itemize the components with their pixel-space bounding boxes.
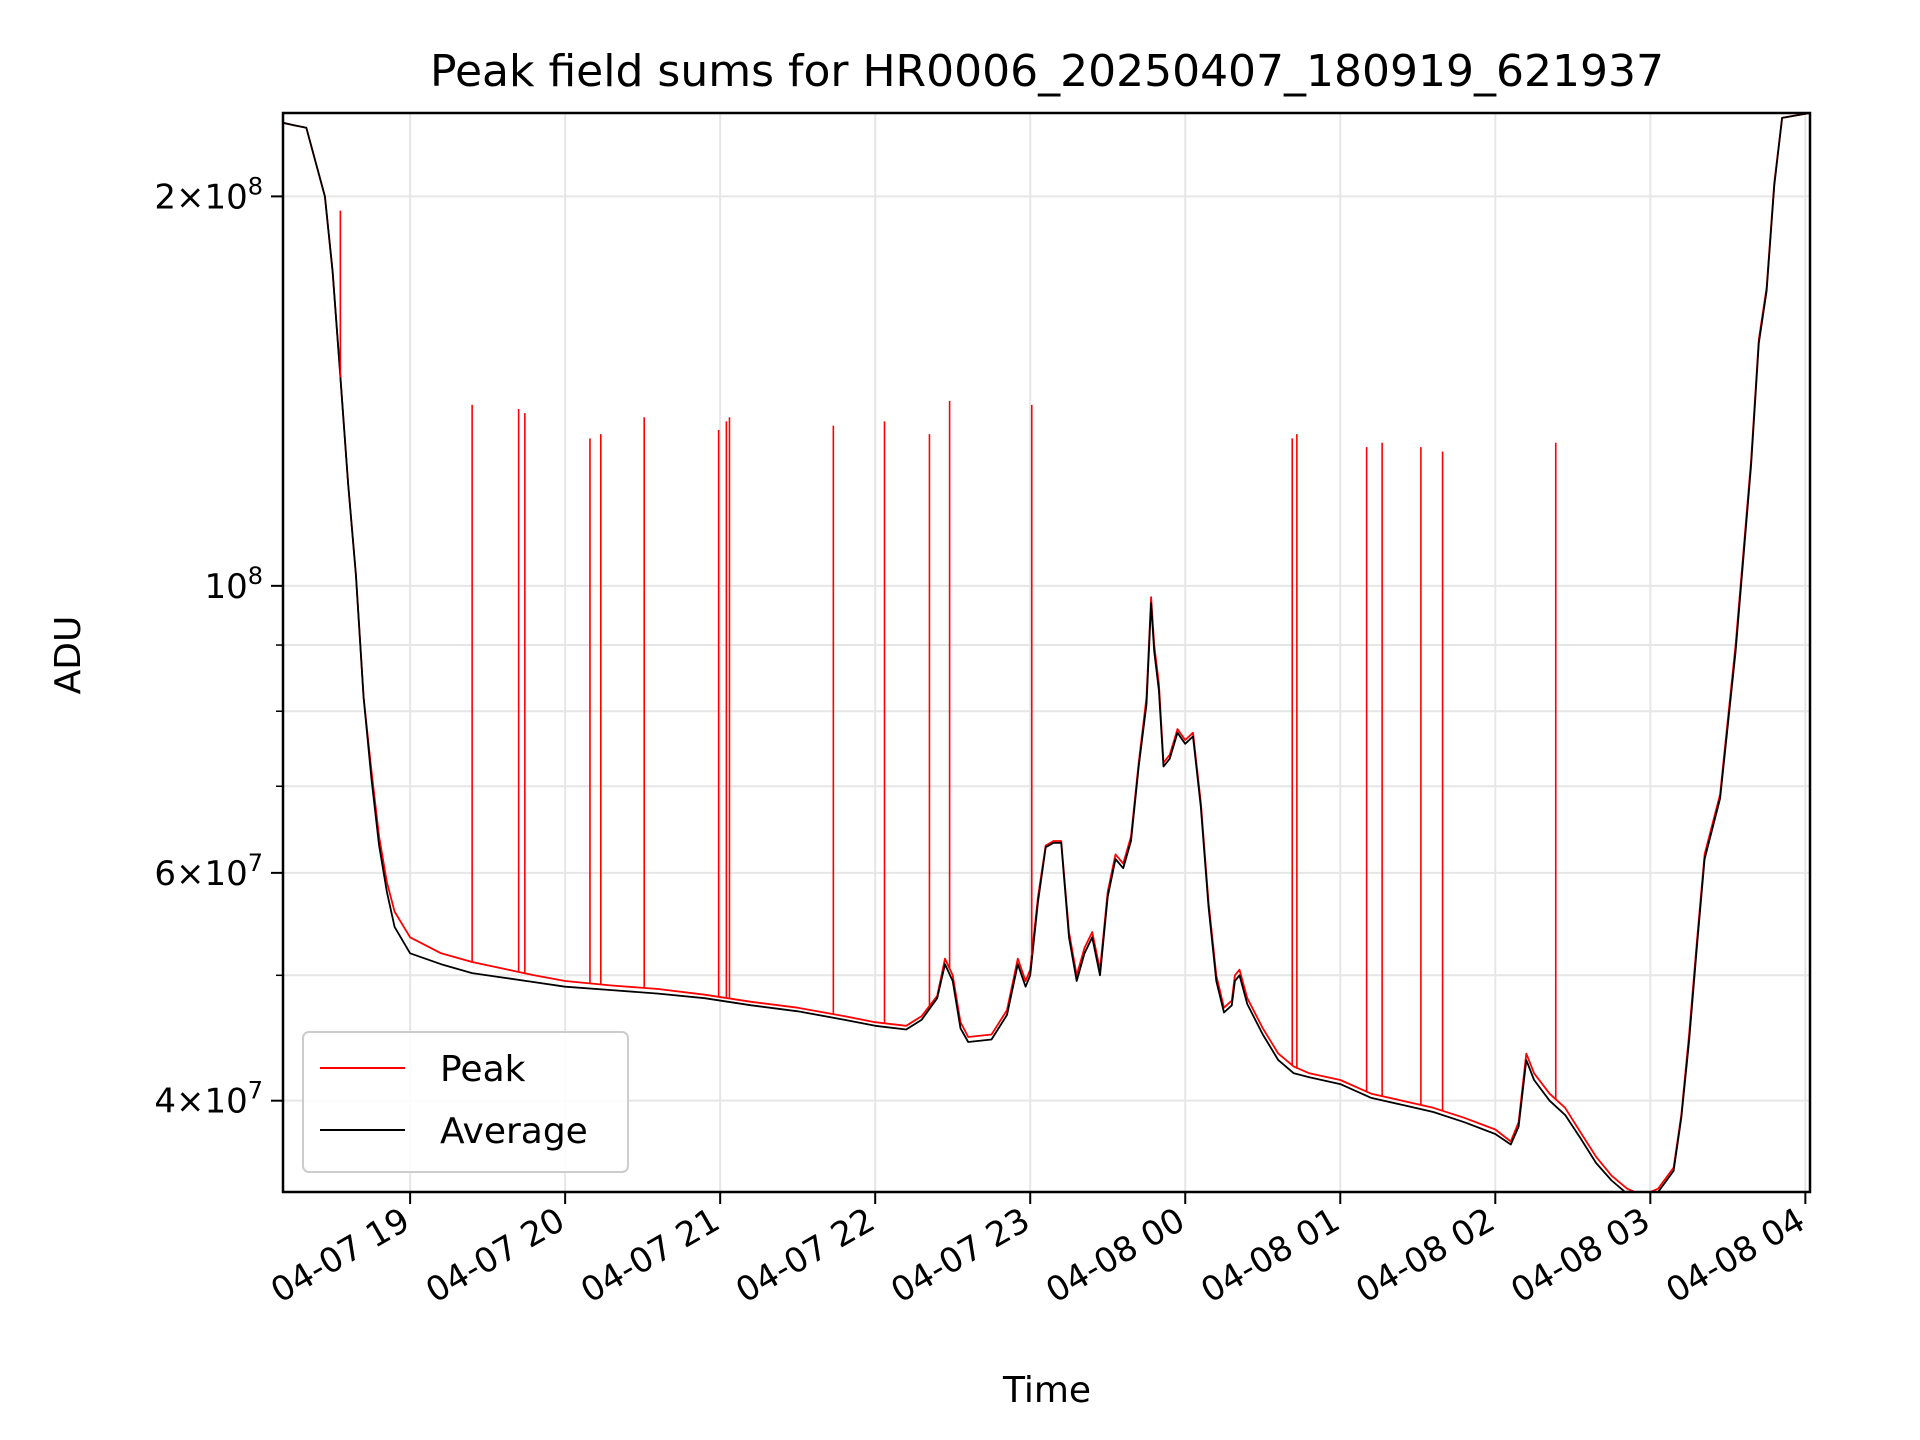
x-axis-label: Time — [1002, 1370, 1091, 1411]
plot-frame — [281, 111, 1812, 1194]
y-tick-label: 4×107 — [154, 1077, 263, 1122]
y-ticks: 4×107 6×107 108 2×108 — [154, 172, 283, 1122]
legend-label-average: Average — [440, 1111, 588, 1152]
legend-label-peak: Peak — [440, 1049, 526, 1090]
y-axis-label: ADU — [48, 616, 89, 695]
grid — [283, 113, 1810, 1192]
y-tick-label: 2×108 — [154, 172, 263, 217]
chart-title: Peak field sums for HR0006_20250407_1809… — [430, 46, 1664, 97]
series-layer — [283, 113, 1810, 1192]
series-line-average — [283, 113, 1810, 1192]
y-tick-label: 6×107 — [154, 849, 263, 894]
legend: Peak Average — [302, 1031, 629, 1173]
y-tick-label: 108 — [204, 562, 263, 607]
